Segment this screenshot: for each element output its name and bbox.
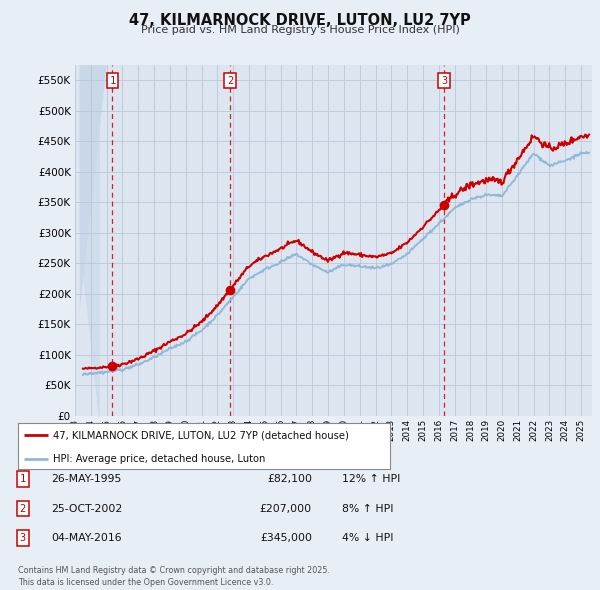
Text: 4% ↓ HPI: 4% ↓ HPI (342, 533, 394, 543)
Text: 3: 3 (441, 76, 447, 86)
Text: 2: 2 (20, 504, 26, 513)
Text: Contains HM Land Registry data © Crown copyright and database right 2025.
This d: Contains HM Land Registry data © Crown c… (18, 566, 330, 587)
Text: 47, KILMARNOCK DRIVE, LUTON, LU2 7YP: 47, KILMARNOCK DRIVE, LUTON, LU2 7YP (129, 13, 471, 28)
Text: 26-MAY-1995: 26-MAY-1995 (51, 474, 121, 484)
Text: 47, KILMARNOCK DRIVE, LUTON, LU2 7YP (detached house): 47, KILMARNOCK DRIVE, LUTON, LU2 7YP (de… (53, 431, 349, 441)
Text: 25-OCT-2002: 25-OCT-2002 (51, 504, 122, 513)
Text: £82,100: £82,100 (267, 474, 312, 484)
Text: 2: 2 (227, 76, 233, 86)
Text: 3: 3 (20, 533, 26, 543)
Text: 8% ↑ HPI: 8% ↑ HPI (342, 504, 394, 513)
Text: 1: 1 (109, 76, 116, 86)
Text: 04-MAY-2016: 04-MAY-2016 (51, 533, 122, 543)
Text: £345,000: £345,000 (260, 533, 312, 543)
Text: 1: 1 (20, 474, 26, 484)
Text: Price paid vs. HM Land Registry's House Price Index (HPI): Price paid vs. HM Land Registry's House … (140, 25, 460, 35)
Text: HPI: Average price, detached house, Luton: HPI: Average price, detached house, Luto… (53, 454, 266, 464)
Text: 12% ↑ HPI: 12% ↑ HPI (342, 474, 400, 484)
Polygon shape (80, 65, 107, 310)
Text: £207,000: £207,000 (260, 504, 312, 513)
